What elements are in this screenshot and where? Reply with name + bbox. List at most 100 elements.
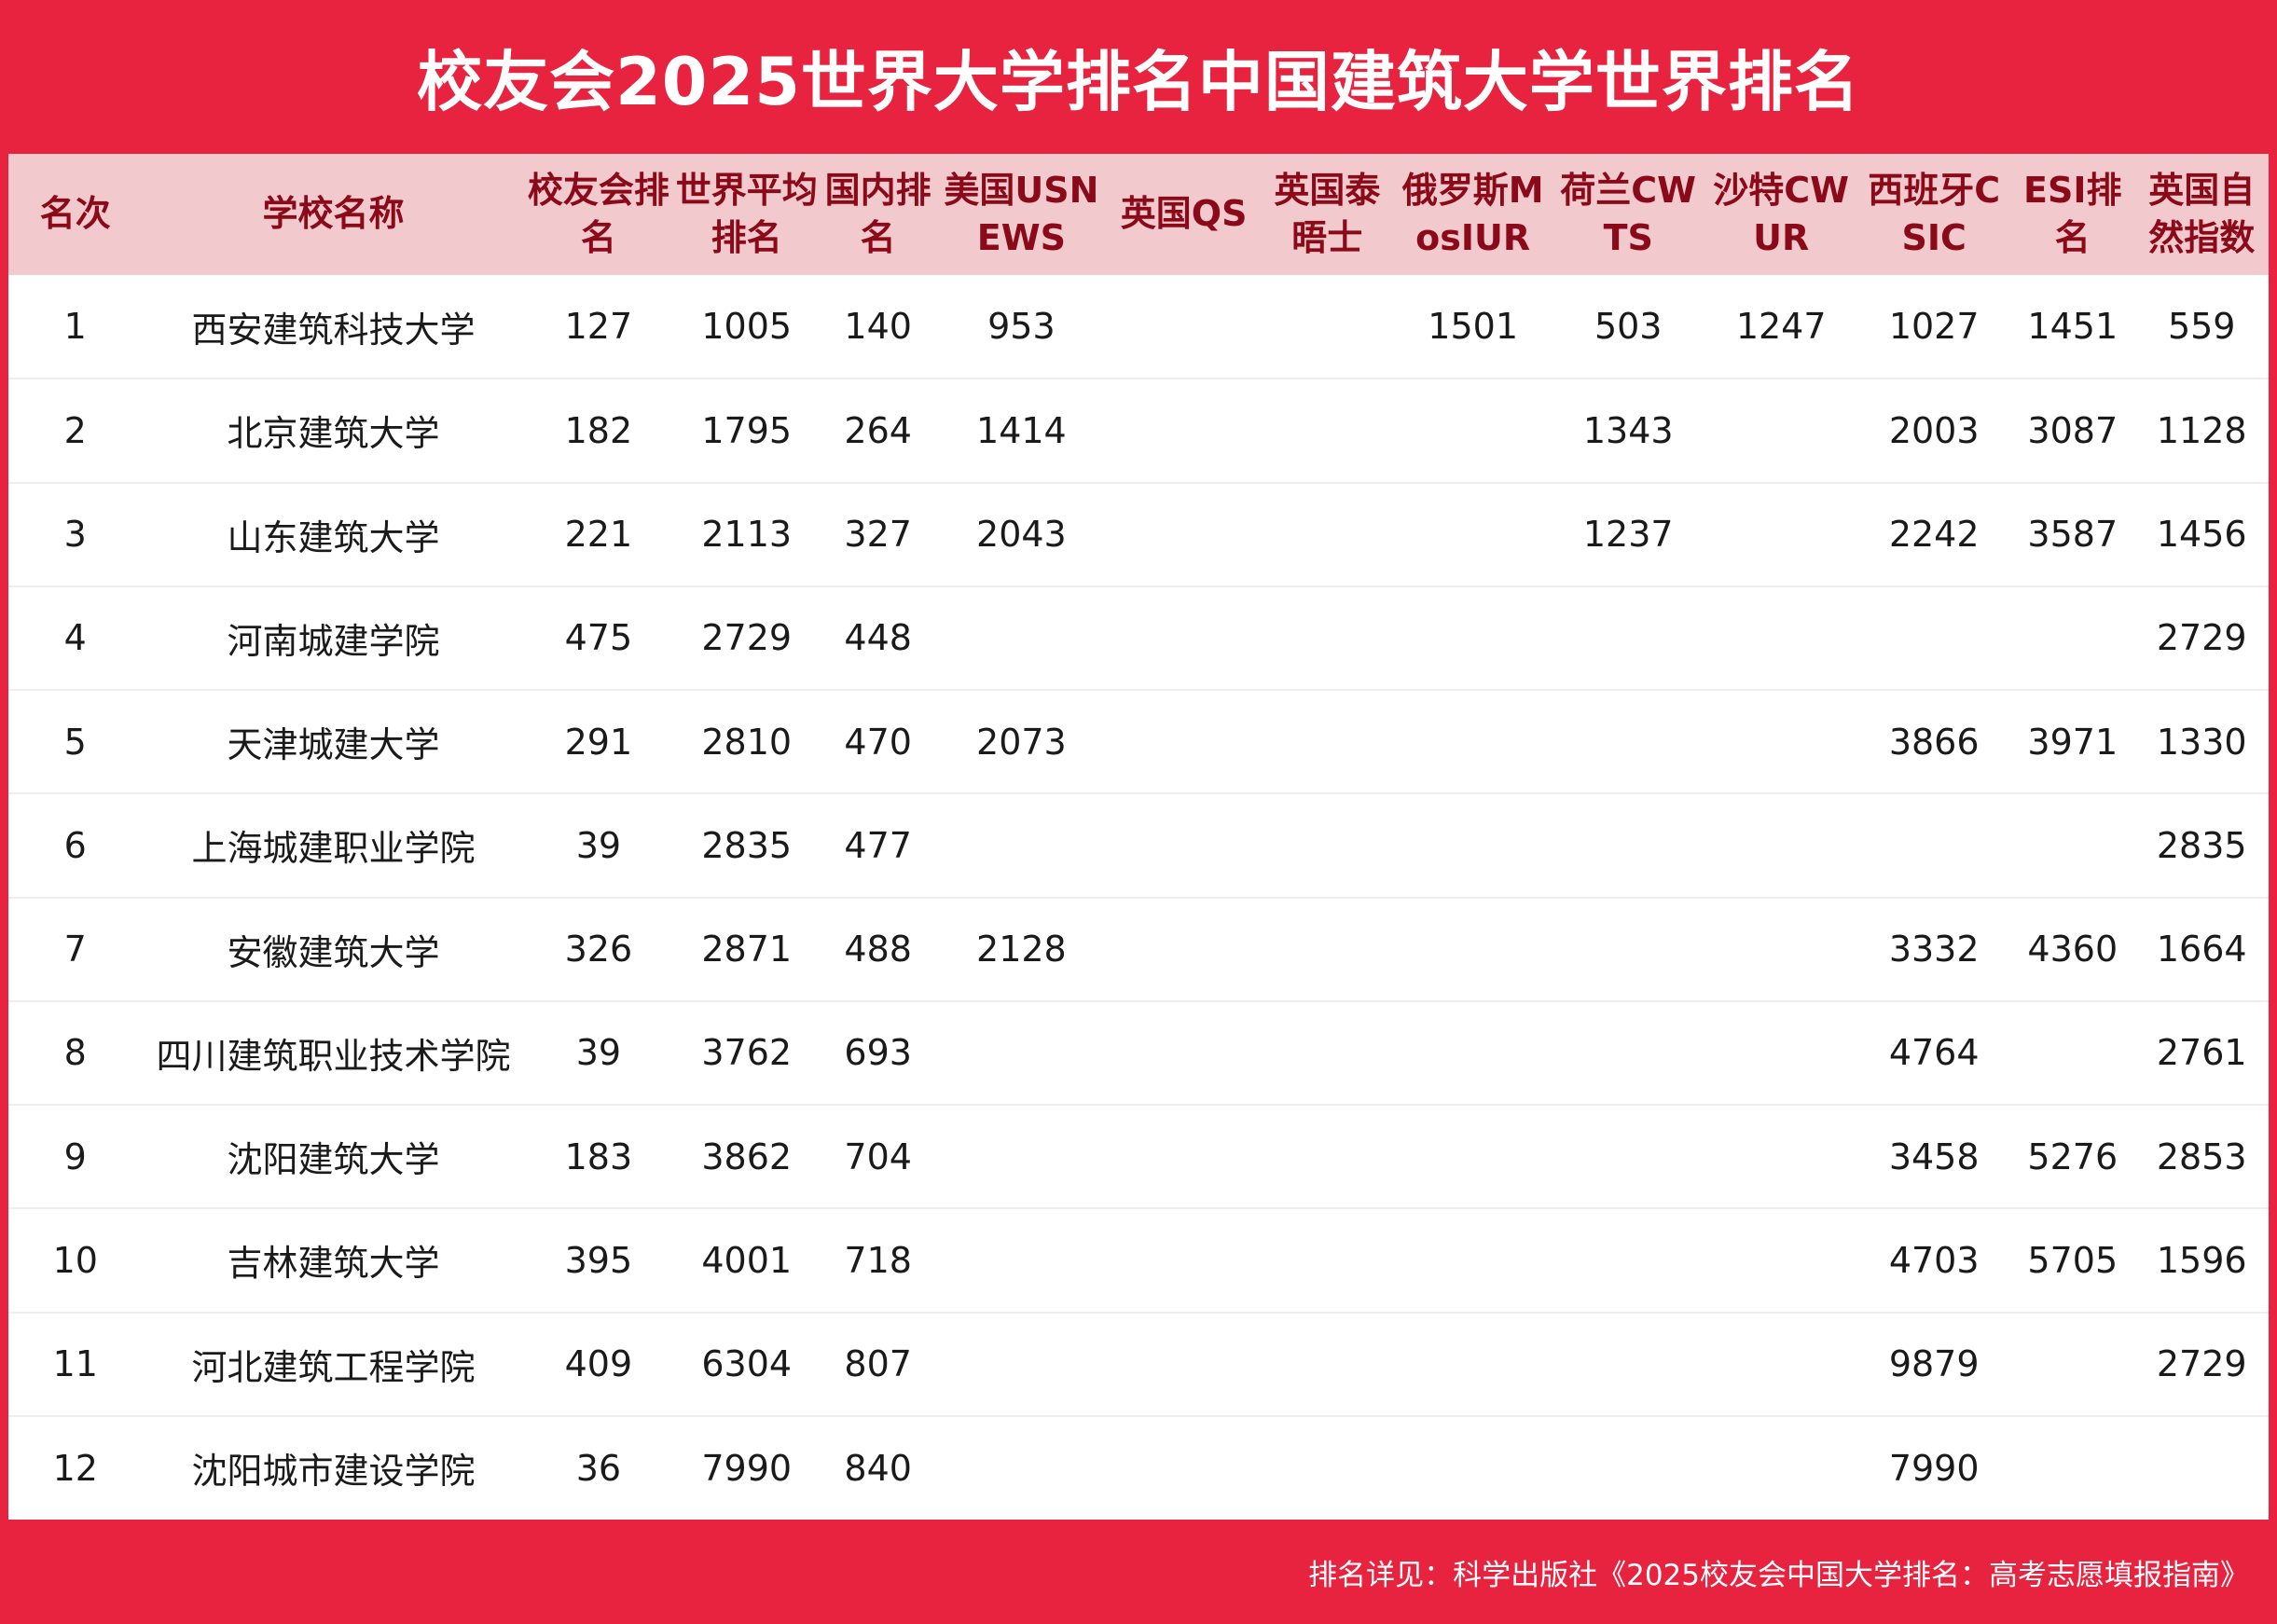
table-cell — [1107, 897, 1261, 1002]
column-header: 世界平均排名 — [675, 169, 818, 258]
column-header: 英国QS — [1120, 193, 1248, 235]
table-row: 3 山东建筑大学 221 2113 327 2043 1237 2242 3587 1456 — [8, 482, 2269, 587]
table-cell: 2853 — [2134, 1105, 2269, 1210]
table-cell — [1857, 585, 2011, 692]
table-cell: 天津城建大学 — [142, 690, 525, 795]
table-cell: 704 — [821, 1105, 936, 1210]
table-cell: 2003 — [1857, 378, 2011, 484]
table-row: 1 西安建筑科技大学 127 1005 140 953 1501 503 1247 1027 145… — [8, 275, 2269, 380]
table-cell: 吉林建筑大学 — [142, 1208, 525, 1314]
table-cell: 3862 — [672, 1105, 821, 1210]
table-cell: 2073 — [935, 690, 1108, 795]
table-cell — [1394, 793, 1552, 899]
table-cell: 39 — [524, 793, 673, 899]
table-cell — [1704, 1105, 1858, 1210]
page-title: 校友会2025世界大学排名中国建筑大学世界排名 — [417, 44, 1860, 120]
table-cell: 327 — [821, 482, 936, 587]
table-cell — [1260, 897, 1395, 1002]
table-cell — [1704, 793, 1858, 899]
column-header: 荷兰CWTS — [1560, 169, 1697, 258]
table-cell — [1260, 1105, 1395, 1210]
table-cell — [1108, 1416, 1261, 1520]
table-cell: 470 — [821, 690, 936, 795]
table-cell: 9879 — [1857, 1312, 2011, 1417]
table-body: 1 西安建筑科技大学 127 1005 140 953 1501 503 1247 1027 145… — [8, 275, 2269, 1520]
table-cell — [1552, 1000, 1705, 1107]
table-cell — [1394, 897, 1552, 1002]
table-cell — [1552, 1312, 1705, 1417]
table-cell — [935, 1000, 1108, 1107]
table-cell: 2761 — [2134, 1000, 2269, 1107]
table-cell: 4 — [8, 585, 143, 692]
table-cell — [1107, 378, 1261, 484]
table-cell: 河北建筑工程学院 — [142, 1312, 525, 1417]
table-cell: 2729 — [2134, 585, 2269, 692]
table-cell: 409 — [524, 1312, 673, 1417]
ranking-table-container: 名次 学校名称 校友会排名 世界平均排名 国内排名 美国USNEWS 英国QS 英国泰晤士 俄罗… — [8, 154, 2269, 1520]
table-cell: 5705 — [2010, 1208, 2135, 1314]
table-cell: 2113 — [672, 482, 821, 587]
table-cell: 3458 — [1857, 1105, 2011, 1210]
table-cell: 2128 — [935, 897, 1108, 1002]
table-cell — [1704, 690, 1858, 795]
table-cell — [935, 585, 1108, 692]
table-cell — [1704, 482, 1858, 587]
table-cell: 10 — [8, 1208, 143, 1314]
table-row: 12 沈阳城市建设学院 36 7990 840 7990 — [8, 1416, 2269, 1520]
table-cell: 4360 — [2010, 897, 2135, 1002]
table-row: 11 河北建筑工程学院 409 6304 807 9879 2729 — [8, 1312, 2269, 1417]
table-cell — [2010, 1000, 2135, 1107]
table-cell: 2729 — [2134, 1312, 2269, 1417]
table-cell: 488 — [821, 897, 936, 1002]
table-cell: 182 — [524, 378, 673, 484]
table-cell — [1107, 690, 1261, 795]
column-header: 学校名称 — [262, 193, 405, 235]
table-cell: 山东建筑大学 — [142, 482, 525, 587]
column-header: 美国USNEWS — [944, 169, 1099, 258]
table-cell: 36 — [575, 1447, 622, 1489]
table-cell — [1260, 1208, 1395, 1314]
table-cell: 4764 — [1857, 1000, 2011, 1107]
table-cell: 3 — [8, 482, 143, 587]
table-cell: 2729 — [672, 585, 821, 692]
table-cell — [2010, 793, 2135, 899]
table-cell — [1260, 1312, 1395, 1417]
table-cell: 1501 — [1394, 275, 1552, 380]
table-cell: 安徽建筑大学 — [142, 897, 525, 1002]
table-cell — [1107, 585, 1261, 692]
table-cell: 1128 — [2134, 378, 2269, 484]
table-cell: 3587 — [2010, 482, 2135, 587]
table-cell — [1260, 793, 1395, 899]
table-cell: 1596 — [2134, 1208, 2269, 1314]
table-cell — [1260, 1000, 1395, 1107]
table-cell — [1704, 1312, 1858, 1417]
table-cell — [2010, 585, 2135, 692]
table-cell — [1704, 585, 1858, 692]
table-cell: 3332 — [1857, 897, 2011, 1002]
table-header: 名次 学校名称 校友会排名 世界平均排名 国内排名 美国USNEWS 英国QS 英国泰晤士 俄罗… — [8, 154, 2269, 275]
table-cell: 503 — [1552, 275, 1705, 380]
table-cell — [1107, 275, 1261, 380]
table-cell — [1394, 1105, 1552, 1210]
table-cell — [2134, 1416, 2269, 1520]
table-cell: 395 — [524, 1208, 673, 1314]
table-cell: 559 — [2134, 275, 2269, 380]
ranking-table: 名次 学校名称 校友会排名 世界平均排名 国内排名 美国USNEWS 英国QS 英国泰晤士 俄罗… — [8, 154, 2269, 1520]
table-row: 2 北京建筑大学 182 1795 264 1414 1343 2003 3087 1128 — [8, 378, 2269, 484]
table-cell: 11 — [8, 1312, 143, 1417]
table-cell: 7990 — [701, 1447, 793, 1489]
table-cell — [1107, 482, 1261, 587]
table-cell — [1107, 1312, 1261, 1417]
table-cell: 3971 — [2010, 690, 2135, 795]
header-row: 名次 学校名称 校友会排名 世界平均排名 国内排名 美国USNEWS 英国QS 英国泰晤士 俄罗… — [8, 154, 2269, 275]
table-row: 10 吉林建筑大学 395 4001 718 4703 5705 1596 — [8, 1208, 2269, 1314]
table-cell — [1704, 378, 1858, 484]
column-header: 国内排名 — [824, 169, 932, 258]
column-header: 英国自然指数 — [2148, 169, 2256, 258]
table-cell: 1330 — [2134, 690, 2269, 795]
table-cell: 1664 — [2134, 897, 2269, 1002]
table-cell: 沈阳城市建设学院 — [191, 1451, 476, 1493]
table-cell: 北京建筑大学 — [142, 378, 525, 484]
table-cell — [1394, 1416, 1552, 1520]
